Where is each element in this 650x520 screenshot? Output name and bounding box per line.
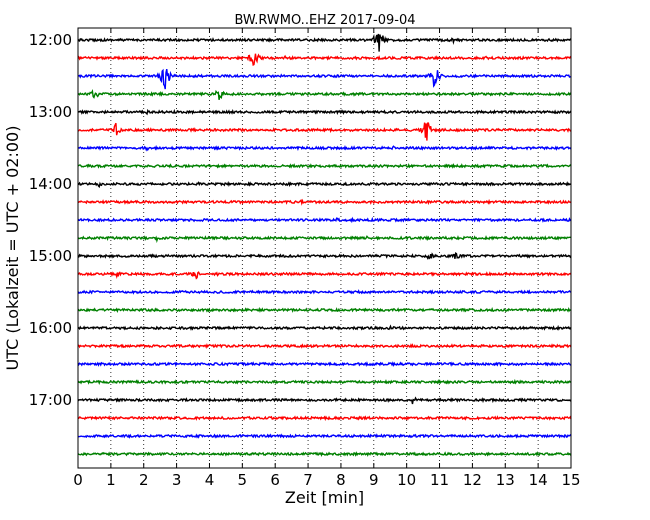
seismogram-trace bbox=[77, 361, 572, 368]
axis-ticks: 0 1 2 3 4 5 6 7 8 9 10 11 12 13 14 1512:0013:0014:0015:… bbox=[29, 28, 581, 489]
seismogram-trace bbox=[77, 235, 572, 244]
seismogram-trace bbox=[77, 162, 572, 169]
x-tick-label: 0 bbox=[73, 471, 83, 489]
x-tick-label: 13 bbox=[496, 471, 515, 489]
seismogram-trace bbox=[77, 108, 572, 116]
seismogram-trace bbox=[77, 433, 572, 439]
y-axis-label: UTC (Lokalzeit = UTC + 02:00) bbox=[3, 126, 22, 371]
seismogram-trace bbox=[77, 53, 572, 66]
seismogram-trace bbox=[77, 324, 572, 331]
x-tick-label: 9 bbox=[369, 471, 379, 489]
seismogram-trace bbox=[77, 271, 572, 280]
y-tick-label: 14:00 bbox=[29, 175, 72, 193]
x-tick-label: 6 bbox=[270, 471, 280, 489]
seismogram-trace bbox=[77, 122, 572, 141]
x-tick-label: 5 bbox=[238, 471, 248, 489]
seismogram-trace bbox=[77, 343, 572, 349]
seismogram-trace bbox=[77, 181, 572, 189]
plot-frame bbox=[77, 27, 572, 469]
chart-title: BW.RWMO..EHZ 2017-09-04 bbox=[234, 13, 415, 28]
seismogram-trace bbox=[77, 33, 572, 52]
seismogram-trace bbox=[77, 306, 572, 313]
x-tick-label: 7 bbox=[303, 471, 313, 489]
x-tick-label: 8 bbox=[336, 471, 346, 489]
seismogram-trace bbox=[77, 144, 572, 152]
x-axis-label: Zeit [min] bbox=[285, 488, 364, 507]
seismogram-trace bbox=[77, 289, 572, 295]
seismogram-trace bbox=[77, 198, 572, 206]
seismogram-trace bbox=[77, 378, 572, 386]
seismogram-trace bbox=[77, 88, 572, 100]
y-tick-label: 16:00 bbox=[29, 319, 72, 337]
x-tick-label: 3 bbox=[172, 471, 182, 489]
seismogram-trace bbox=[77, 396, 572, 405]
x-tick-label: 11 bbox=[430, 471, 449, 489]
y-tick-label: 13:00 bbox=[29, 103, 72, 121]
y-tick-label: 12:00 bbox=[29, 31, 72, 49]
seismogram-trace bbox=[77, 251, 572, 260]
seismogram-trace bbox=[77, 451, 572, 457]
x-tick-label: 2 bbox=[139, 471, 149, 489]
x-tick-label: 1 bbox=[106, 471, 116, 489]
seismogram-trace bbox=[77, 216, 572, 224]
seismogram-traces bbox=[77, 33, 572, 457]
x-tick-label: 15 bbox=[561, 471, 580, 489]
seismogram-trace bbox=[77, 68, 572, 90]
y-tick-label: 17:00 bbox=[29, 391, 72, 409]
x-tick-label: 12 bbox=[463, 471, 482, 489]
seismogram-trace bbox=[77, 415, 572, 422]
y-tick-label: 15:00 bbox=[29, 247, 72, 265]
x-tick-label: 4 bbox=[205, 471, 215, 489]
x-tick-label: 14 bbox=[529, 471, 548, 489]
x-tick-label: 10 bbox=[397, 471, 416, 489]
